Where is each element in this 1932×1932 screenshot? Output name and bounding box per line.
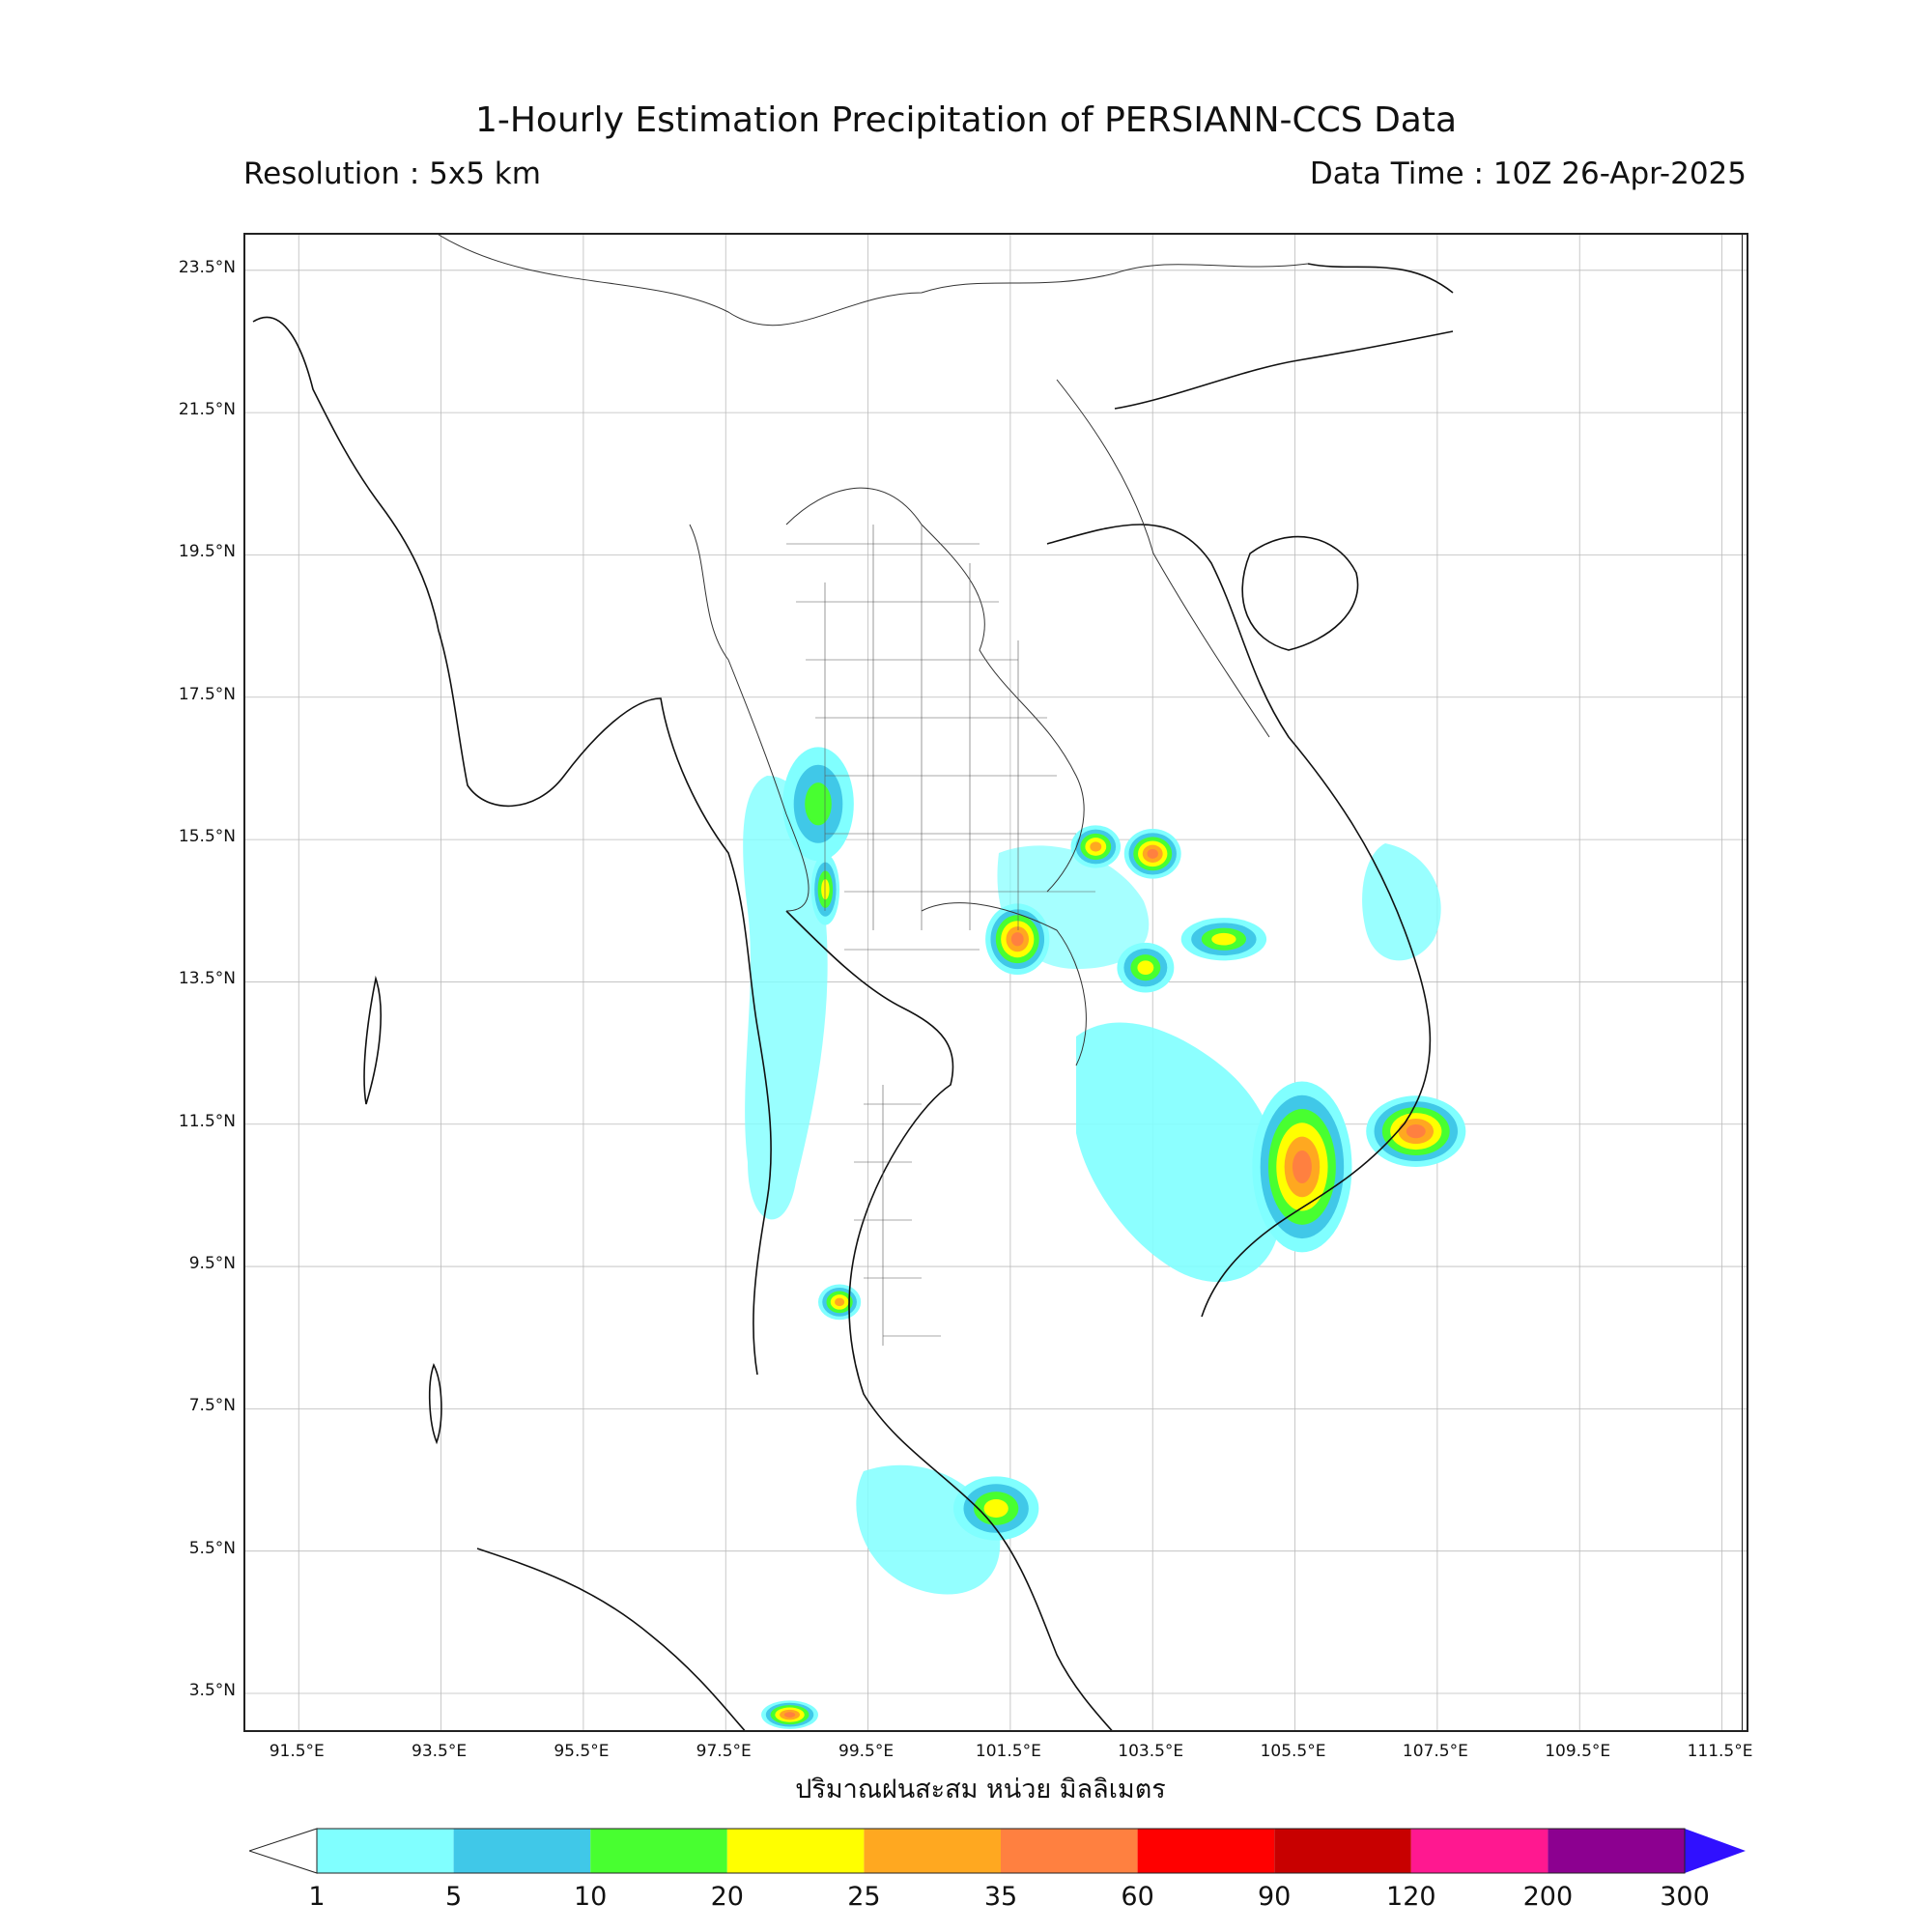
longitude-tick-label: 97.5°E bbox=[696, 1742, 752, 1761]
colorbar-segment bbox=[317, 1829, 454, 1873]
rain-cell-band bbox=[983, 1499, 1009, 1518]
rain-cell-band bbox=[805, 782, 832, 826]
coastline-south-china bbox=[1114, 263, 1454, 410]
rain-cell-band bbox=[783, 1712, 796, 1718]
latitude-tick-label: 15.5°N bbox=[178, 827, 236, 847]
latitude-tick-label: 17.5°N bbox=[178, 684, 236, 704]
rain-cell-band bbox=[1010, 932, 1024, 947]
latitude-tick-label: 19.5°N bbox=[178, 542, 236, 562]
colorbar-segment bbox=[453, 1829, 591, 1873]
latitude-tick-label: 13.5°N bbox=[178, 969, 236, 989]
colorbar-segment bbox=[590, 1829, 727, 1873]
rain-area-vietnam bbox=[1362, 843, 1441, 961]
coastline-thai-peninsula bbox=[785, 910, 1113, 1730]
latitude-tick-label: 11.5°N bbox=[178, 1111, 236, 1131]
resolution-label: Resolution : 5x5 km bbox=[243, 156, 541, 191]
colorbar-tick-label: 25 bbox=[847, 1882, 881, 1912]
longitude-tick-label: 107.5°E bbox=[1402, 1742, 1468, 1761]
colorbar-segment bbox=[726, 1829, 865, 1873]
longitude-tick-label: 95.5°E bbox=[554, 1742, 610, 1761]
rain-cell-band bbox=[1211, 932, 1236, 946]
coastline-sumatra bbox=[476, 1548, 746, 1730]
colorbar-segment bbox=[1548, 1829, 1685, 1873]
longitude-tick-label: 109.5°E bbox=[1545, 1742, 1611, 1761]
rain-cell-band bbox=[834, 1297, 845, 1307]
precipitation-map bbox=[245, 235, 1747, 1730]
latitude-tick-label: 23.5°N bbox=[178, 257, 236, 277]
map-title: 1-Hourly Estimation Precipitation of PER… bbox=[474, 100, 1458, 140]
colorbar-tick-label: 5 bbox=[445, 1882, 463, 1912]
colorbar-tick-label: 120 bbox=[1386, 1882, 1436, 1912]
coastline-andaman bbox=[363, 975, 382, 1105]
colorbar-segment bbox=[1274, 1829, 1411, 1873]
coastline-nicobar bbox=[428, 1362, 442, 1445]
colorbar-segment bbox=[864, 1829, 1001, 1873]
coastlines bbox=[252, 263, 1454, 1730]
colorbar-tick-label: 10 bbox=[574, 1882, 608, 1912]
colorbar bbox=[249, 1828, 1746, 1874]
colorbar-tick-label: 20 bbox=[710, 1882, 744, 1912]
border-cambodia bbox=[921, 902, 1087, 1066]
rain-cell-band bbox=[1147, 848, 1158, 859]
coastline-myanmar bbox=[252, 316, 772, 1376]
latitude-tick-label: 9.5°N bbox=[188, 1254, 236, 1274]
longitude-tick-label: 105.5°E bbox=[1260, 1742, 1326, 1761]
longitude-tick-label: 99.5°E bbox=[838, 1742, 895, 1761]
colorbar-tick-label: 60 bbox=[1121, 1882, 1154, 1912]
colorbar-tick-label: 90 bbox=[1258, 1882, 1292, 1912]
x-axis-label: ปริมาณฝนสะสม หน่วย มิลลิเมตร bbox=[795, 1775, 1166, 1804]
rain-cell-band bbox=[1137, 960, 1154, 976]
border-china bbox=[438, 235, 1309, 327]
colorbar-under-arrow bbox=[249, 1828, 318, 1874]
colorbar-segment bbox=[1410, 1829, 1548, 1873]
latitude-tick-label: 5.5°N bbox=[188, 1538, 236, 1558]
colorbar-tick-label: 300 bbox=[1660, 1882, 1710, 1912]
map-panel bbox=[243, 233, 1748, 1732]
country-borders bbox=[438, 235, 1309, 1066]
rain-area-west-coast bbox=[743, 776, 828, 1220]
data-time-label: Data Time : 10Z 26-Apr-2025 bbox=[1309, 156, 1747, 191]
coastline-indochina bbox=[1046, 524, 1432, 1318]
border-myanmar-thai bbox=[689, 524, 810, 912]
longitude-tick-label: 103.5°E bbox=[1118, 1742, 1184, 1761]
border-vietnam bbox=[1056, 379, 1270, 738]
longitude-tick-label: 91.5°E bbox=[269, 1742, 325, 1761]
colorbar-over-arrow bbox=[1685, 1829, 1746, 1873]
rain-area-cambodia bbox=[1076, 1022, 1282, 1283]
colorbar-segment bbox=[1137, 1829, 1275, 1873]
colorbar-segment bbox=[1001, 1829, 1138, 1873]
province-borders bbox=[786, 525, 1095, 1346]
colorbar-outline bbox=[316, 1828, 1686, 1874]
rain-cell-band bbox=[1292, 1150, 1312, 1184]
coastline-hainan bbox=[1241, 535, 1359, 651]
latitude-tick-label: 7.5°N bbox=[188, 1396, 236, 1416]
colorbar-tick-label: 35 bbox=[983, 1882, 1018, 1912]
rain-cells bbox=[761, 747, 1466, 1729]
latitude-tick-label: 21.5°N bbox=[178, 400, 236, 420]
longitude-tick-label: 101.5°E bbox=[975, 1742, 1041, 1761]
rain-cell-band bbox=[821, 879, 830, 900]
colorbar-tick-label: 200 bbox=[1522, 1882, 1574, 1912]
longitude-tick-label: 93.5°E bbox=[412, 1742, 468, 1761]
rain-cell-band bbox=[1406, 1123, 1426, 1139]
border-laos bbox=[785, 487, 1085, 893]
latitude-tick-label: 3.5°N bbox=[188, 1681, 236, 1700]
colorbar-tick-label: 1 bbox=[308, 1882, 326, 1912]
longitude-tick-label: 111.5°E bbox=[1687, 1742, 1753, 1761]
rain-cell-band bbox=[1090, 841, 1102, 852]
